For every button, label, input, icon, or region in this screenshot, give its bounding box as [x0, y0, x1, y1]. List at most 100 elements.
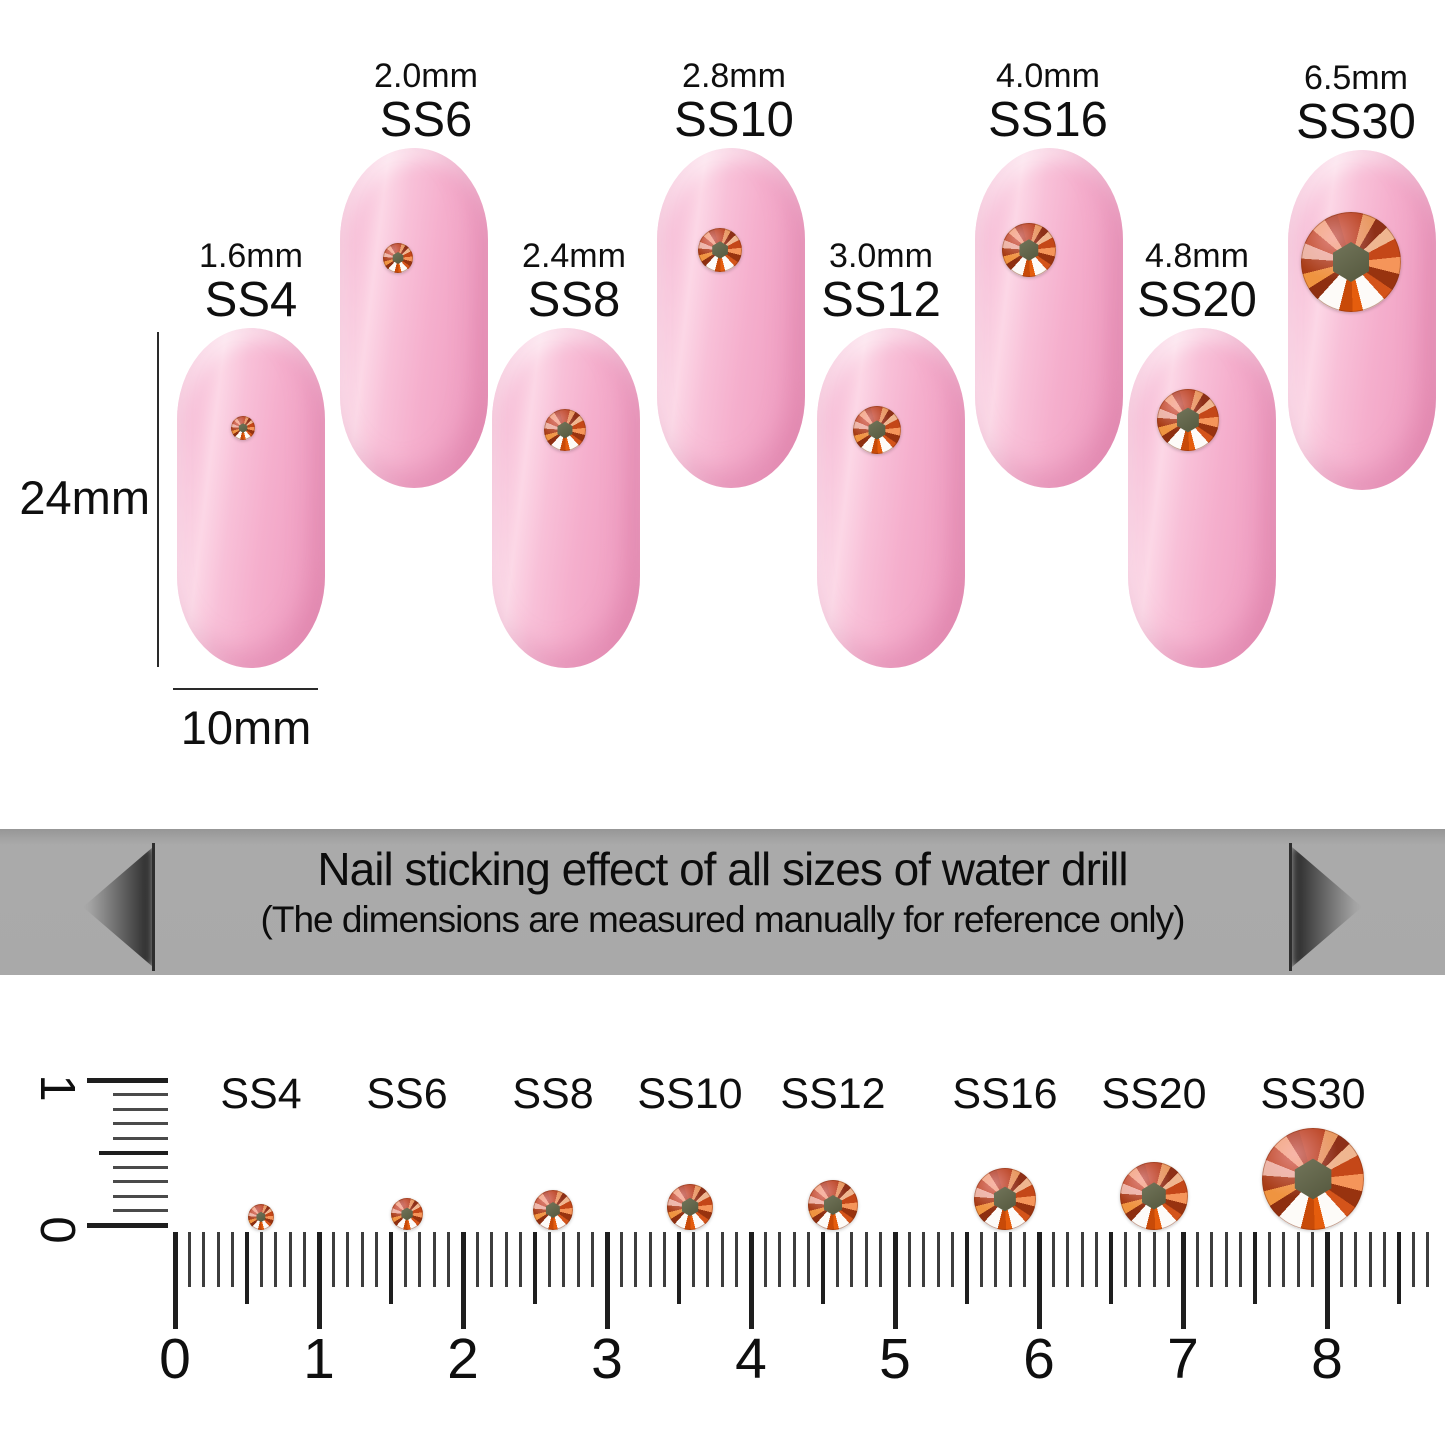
ruler-tick-mm	[461, 1232, 466, 1329]
ruler-tick-mm	[1066, 1232, 1069, 1287]
banner-subtitle: (The dimensions are measured manually fo…	[260, 899, 1186, 940]
ruler-tick-mm	[1124, 1232, 1127, 1287]
nail-size-label-SS6: 2.0mm SS6	[374, 58, 478, 146]
nail-size-label-SS8: 2.4mm SS8	[522, 238, 626, 326]
vertical-ruler-tick	[99, 1151, 168, 1155]
ruler-tick-mm	[1397, 1232, 1401, 1304]
nail-SS16	[975, 148, 1123, 488]
ruler-tick-mm	[217, 1232, 220, 1287]
ruler-tick-mm	[317, 1232, 322, 1329]
rhinestone-SS10-on-nail	[698, 228, 742, 272]
nail-size-code: SS10	[674, 93, 794, 147]
ruler-gem-label-SS4: SS4	[220, 1070, 302, 1118]
rhinestone-SS16-on-ruler	[974, 1168, 1036, 1230]
ruler-tick-mm	[994, 1232, 997, 1287]
ruler-tick-mm	[821, 1232, 825, 1304]
ruler-gem-label-SS16: SS16	[952, 1070, 1058, 1118]
ruler-tick-mm	[937, 1232, 940, 1287]
ruler-number-6: 6	[1023, 1327, 1055, 1391]
ruler-tick-mm	[620, 1232, 623, 1287]
nail-SS6	[340, 148, 488, 488]
ruler-tick-mm	[260, 1232, 263, 1287]
ribbon-fold-line-left	[152, 843, 155, 971]
vertical-ruler-tick	[113, 1122, 168, 1125]
nail-size-label-SS16: 4.0mm SS16	[988, 58, 1108, 146]
vertical-ruler-tick	[87, 1223, 168, 1228]
vertical-ruler-tick	[113, 1180, 168, 1183]
ruler-number-3: 3	[591, 1327, 623, 1391]
vertical-ruler-label-0: 0	[30, 1216, 84, 1244]
ruler-gem-label-SS10: SS10	[637, 1070, 743, 1118]
ruler-tick-mm	[908, 1232, 911, 1287]
ruler-tick-mm	[692, 1232, 695, 1287]
ruler-tick-mm	[1210, 1232, 1213, 1287]
width-dimension-line	[173, 688, 318, 690]
ruler-tick-mm	[1109, 1232, 1113, 1304]
vertical-ruler-tick	[113, 1166, 168, 1169]
nail-size-code: SS8	[527, 273, 621, 327]
ruler-tick-mm	[188, 1232, 191, 1287]
ruler-tick-mm	[1311, 1232, 1314, 1287]
ruler-tick-mm	[735, 1232, 738, 1287]
banner: Nail sticking effect of all sizes of wat…	[0, 829, 1445, 975]
nail-size-label-SS10: 2.8mm SS10	[674, 58, 794, 146]
ruler-tick-mm	[1153, 1232, 1156, 1287]
ruler-tick-mm	[1282, 1232, 1285, 1287]
ruler-tick-mm	[677, 1232, 681, 1304]
rhinestone-SS4-on-ruler	[248, 1204, 274, 1230]
rhinestone-SS8-on-ruler	[533, 1190, 573, 1230]
ruler-tick-mm	[1412, 1232, 1415, 1287]
ruler-tick-mm	[1052, 1232, 1055, 1287]
vertical-ruler-tick	[113, 1093, 168, 1096]
vertical-ruler-label-1: 1	[30, 1074, 84, 1102]
ruler-tick-mm	[634, 1232, 637, 1287]
ruler-tick-mm	[548, 1232, 551, 1287]
nail-SS10	[657, 148, 805, 488]
ruler-tick-mm	[1268, 1232, 1271, 1287]
rhinestone-SS30-on-ruler	[1262, 1128, 1364, 1230]
ruler-tick-mm	[1009, 1232, 1012, 1287]
nail-size-mm: 2.0mm	[374, 57, 478, 95]
ruler-gem-label-SS20: SS20	[1101, 1070, 1207, 1118]
ruler-tick-mm	[418, 1232, 421, 1287]
ruler-tick-mm	[1340, 1232, 1343, 1287]
nail-size-label-SS4: 1.6mm SS4	[199, 238, 303, 326]
ruler-tick-mm	[879, 1232, 882, 1287]
nail-SS4	[177, 328, 325, 668]
ruler-tick-mm	[375, 1232, 378, 1287]
ruler-tick-mm	[173, 1232, 178, 1329]
ruler-tick-mm	[1369, 1232, 1372, 1287]
ruler-tick-mm	[332, 1232, 335, 1287]
ruler-tick-mm	[274, 1232, 277, 1287]
rhinestone-SS20-on-nail	[1157, 389, 1219, 451]
ruler-tick-mm	[1225, 1232, 1228, 1287]
vertical-ruler-tick	[113, 1195, 168, 1198]
ruler-number-5: 5	[879, 1327, 911, 1391]
rhinestone-SS30-on-nail	[1301, 212, 1401, 312]
ruler-tick-mm	[663, 1232, 666, 1287]
ruler-tick-mm	[389, 1232, 393, 1304]
banner-title: Nail sticking effect of all sizes of wat…	[317, 843, 1128, 895]
ruler-tick-mm	[346, 1232, 349, 1287]
ruler-tick-mm	[519, 1232, 522, 1287]
ruler-tick-mm	[591, 1232, 594, 1287]
nail-SS20	[1128, 328, 1276, 668]
ruler-gem-label-SS30: SS30	[1260, 1070, 1366, 1118]
ruler-tick-mm	[562, 1232, 565, 1287]
nail-size-mm: 6.5mm	[1304, 59, 1408, 97]
ruler-tick-mm	[721, 1232, 724, 1287]
nail-size-code: SS30	[1296, 95, 1416, 149]
ruler-tick-mm	[361, 1232, 364, 1287]
ruler-tick-mm	[605, 1232, 610, 1329]
ruler-tick-mm	[1253, 1232, 1257, 1304]
nail-size-mm: 2.4mm	[522, 237, 626, 275]
ruler-tick-mm	[807, 1232, 810, 1287]
ruler-tick-mm	[922, 1232, 925, 1287]
vertical-ruler-tick	[87, 1078, 168, 1083]
nail-size-code: SS6	[379, 93, 473, 147]
ruler-tick-mm	[1181, 1232, 1186, 1329]
ruler-tick-mm	[490, 1232, 493, 1287]
ruler-tick-mm	[202, 1232, 205, 1287]
vertical-ruler-tick	[113, 1108, 168, 1111]
